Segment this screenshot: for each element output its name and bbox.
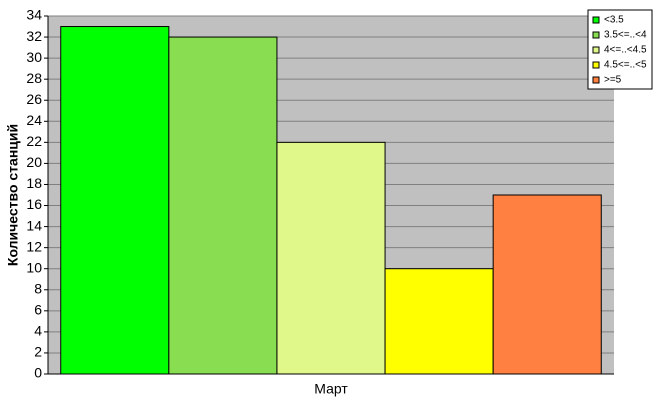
legend: <3.5 3.5<=..<4 4<=..<4.5 4.5<=..<5 >=5 [587,9,653,90]
legend-label: 3.5<=..<4 [604,30,647,41]
bar [168,36,278,375]
legend-swatch [592,46,600,54]
x-tick-label: Март [314,381,348,397]
legend-swatch [592,61,600,69]
y-tick-label: 20 [26,154,42,170]
y-tick-label: 12 [26,238,42,254]
bar [60,26,170,375]
y-tick-label: 14 [26,217,42,233]
y-axis-label: Количество станций [5,124,21,266]
y-tick-label: 4 [34,323,42,339]
y-tick-label: 22 [26,133,42,149]
y-tick-label: 8 [34,280,42,296]
y-tick-label: 0 [34,365,42,381]
y-tick-label: 24 [26,112,42,128]
y-tick-label: 30 [26,49,42,65]
y-tick-label: 18 [26,175,42,191]
y-tick-label: 26 [26,91,42,107]
legend-label: 4<=..<4.5 [604,45,647,56]
legend-swatch [592,16,600,24]
legend-label: >=5 [604,75,622,86]
y-tick-label: 2 [34,344,42,360]
legend-swatch [592,76,600,84]
y-tick-label: 32 [26,28,42,44]
legend-label: <3.5 [604,15,624,26]
bar [276,141,386,375]
y-tick-label: 10 [26,259,42,275]
legend-label: 4.5<=..<5 [604,60,647,71]
bar [492,194,602,375]
y-tick-label: 16 [26,196,42,212]
bar [384,268,494,375]
legend-swatch [592,31,600,39]
y-tick-label: 6 [34,302,42,318]
y-tick-label: 34 [26,7,42,23]
y-tick-label: 28 [26,70,42,86]
